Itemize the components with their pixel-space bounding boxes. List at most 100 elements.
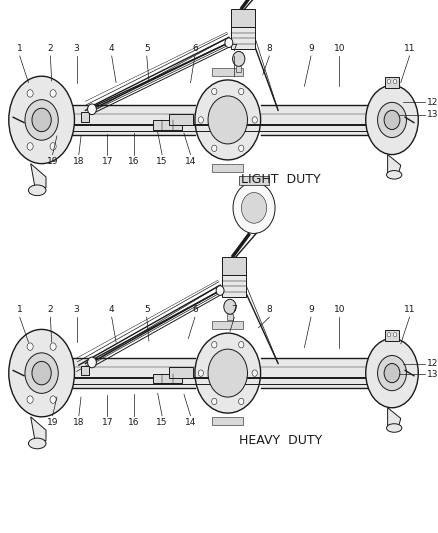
Bar bbox=[81, 366, 89, 375]
Ellipse shape bbox=[366, 85, 418, 155]
Bar bbox=[153, 120, 181, 130]
Circle shape bbox=[393, 79, 397, 84]
Text: 6: 6 bbox=[192, 305, 198, 314]
Bar bbox=[212, 68, 243, 76]
Text: 14: 14 bbox=[185, 418, 196, 427]
Circle shape bbox=[195, 333, 261, 413]
Text: 4: 4 bbox=[109, 44, 114, 53]
Text: HEAVY  DUTY: HEAVY DUTY bbox=[239, 434, 322, 447]
Bar bbox=[72, 378, 368, 384]
Circle shape bbox=[88, 357, 96, 368]
Circle shape bbox=[239, 342, 244, 348]
Text: 17: 17 bbox=[102, 157, 113, 166]
Text: 16: 16 bbox=[128, 418, 139, 427]
Circle shape bbox=[50, 143, 56, 150]
Circle shape bbox=[239, 88, 244, 95]
Circle shape bbox=[27, 396, 33, 403]
Text: 19: 19 bbox=[47, 418, 58, 427]
Circle shape bbox=[25, 353, 58, 393]
Ellipse shape bbox=[386, 424, 402, 432]
Circle shape bbox=[252, 117, 258, 123]
Circle shape bbox=[239, 145, 244, 151]
Circle shape bbox=[378, 356, 406, 391]
Circle shape bbox=[25, 100, 58, 140]
Circle shape bbox=[195, 80, 261, 160]
Bar bbox=[239, 176, 269, 185]
Circle shape bbox=[212, 398, 217, 405]
Text: 14: 14 bbox=[185, 157, 196, 166]
Bar bbox=[231, 27, 255, 49]
Circle shape bbox=[198, 370, 203, 376]
Text: 19: 19 bbox=[47, 157, 58, 166]
Polygon shape bbox=[388, 155, 401, 173]
Text: 16: 16 bbox=[128, 157, 139, 166]
Circle shape bbox=[88, 104, 96, 115]
Circle shape bbox=[27, 343, 33, 350]
Bar bbox=[223, 257, 247, 275]
Circle shape bbox=[378, 102, 406, 138]
Text: 9: 9 bbox=[308, 305, 314, 314]
Ellipse shape bbox=[28, 438, 46, 449]
Text: 9: 9 bbox=[308, 44, 314, 53]
Circle shape bbox=[50, 396, 56, 403]
Circle shape bbox=[212, 145, 217, 151]
Text: 15: 15 bbox=[156, 418, 168, 427]
Bar bbox=[212, 321, 243, 329]
Circle shape bbox=[239, 398, 244, 405]
Bar bbox=[72, 125, 368, 131]
Text: 13: 13 bbox=[427, 370, 438, 378]
Text: LIGHT  DUTY: LIGHT DUTY bbox=[240, 173, 320, 186]
Text: 10: 10 bbox=[334, 305, 345, 314]
Text: 6: 6 bbox=[192, 44, 198, 53]
Circle shape bbox=[208, 96, 247, 144]
Text: 12: 12 bbox=[427, 359, 438, 368]
Bar bbox=[227, 313, 233, 320]
Text: 2: 2 bbox=[48, 305, 53, 314]
Bar bbox=[236, 66, 241, 72]
Bar bbox=[81, 112, 89, 122]
Bar bbox=[231, 9, 255, 27]
Polygon shape bbox=[31, 417, 46, 441]
Text: 1: 1 bbox=[17, 305, 23, 314]
Text: 8: 8 bbox=[266, 44, 272, 53]
Bar bbox=[212, 164, 243, 172]
Bar bbox=[385, 330, 399, 341]
Text: 13: 13 bbox=[427, 110, 438, 119]
Circle shape bbox=[225, 38, 233, 47]
Text: 10: 10 bbox=[334, 44, 345, 53]
Circle shape bbox=[241, 192, 267, 223]
Bar bbox=[223, 275, 247, 297]
Circle shape bbox=[198, 117, 203, 123]
Text: 11: 11 bbox=[404, 44, 415, 53]
Bar bbox=[212, 417, 243, 425]
Circle shape bbox=[32, 361, 51, 385]
Text: 7: 7 bbox=[231, 305, 237, 314]
Bar bbox=[153, 374, 181, 383]
Circle shape bbox=[50, 343, 56, 350]
Circle shape bbox=[224, 300, 236, 314]
Circle shape bbox=[27, 143, 33, 150]
Bar bbox=[169, 367, 193, 378]
Bar bbox=[70, 358, 195, 388]
Text: 3: 3 bbox=[74, 44, 80, 53]
Circle shape bbox=[387, 79, 391, 84]
Text: 2: 2 bbox=[48, 44, 53, 53]
Text: 3: 3 bbox=[74, 305, 80, 314]
Circle shape bbox=[216, 286, 224, 295]
Text: 18: 18 bbox=[73, 157, 85, 166]
Circle shape bbox=[50, 90, 56, 97]
Circle shape bbox=[212, 342, 217, 348]
Polygon shape bbox=[31, 164, 46, 188]
Text: 15: 15 bbox=[156, 157, 168, 166]
Ellipse shape bbox=[28, 185, 46, 196]
Ellipse shape bbox=[9, 329, 74, 417]
Bar bbox=[70, 105, 195, 135]
Text: 5: 5 bbox=[144, 305, 150, 314]
Text: 7: 7 bbox=[231, 44, 237, 53]
Circle shape bbox=[384, 364, 400, 383]
Circle shape bbox=[384, 110, 400, 130]
Bar bbox=[169, 114, 193, 125]
Circle shape bbox=[212, 88, 217, 95]
Text: 17: 17 bbox=[102, 418, 113, 427]
Text: 18: 18 bbox=[73, 418, 85, 427]
